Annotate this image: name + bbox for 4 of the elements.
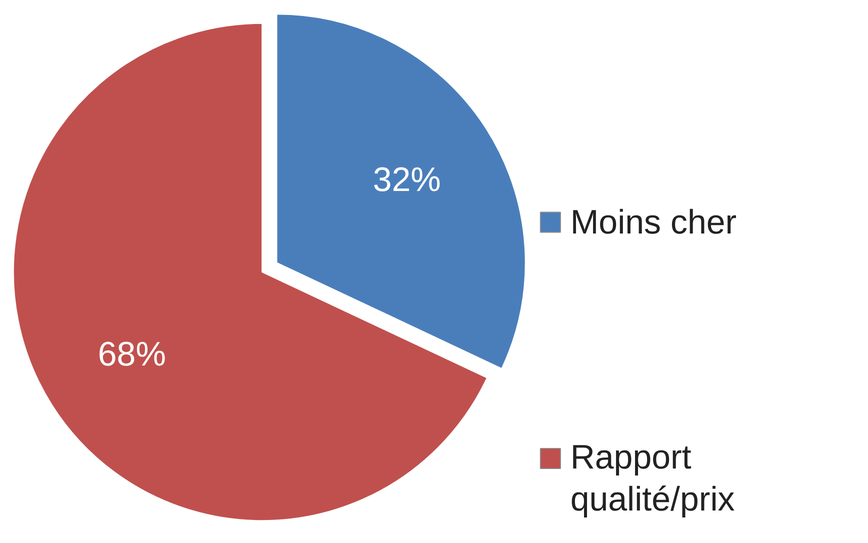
legend-label: Rapport qualité/prix (570, 438, 735, 518)
data-label: 68% (98, 336, 166, 374)
data-label: 32% (372, 161, 441, 200)
legend-label: Moins cher (570, 203, 737, 242)
